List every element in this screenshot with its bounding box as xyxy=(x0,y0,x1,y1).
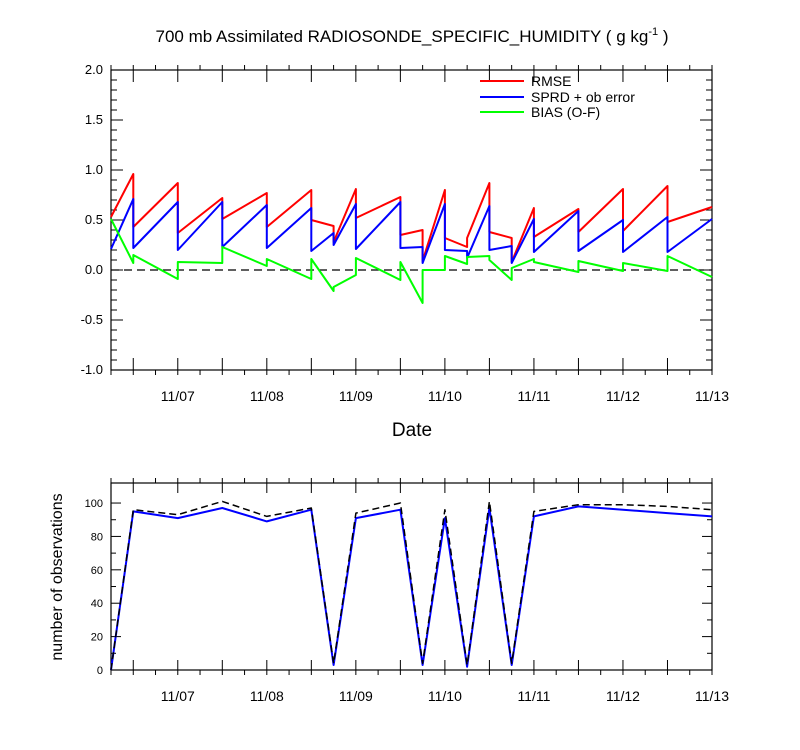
observations-chart: 0 20 40 60 80 100 11/07 11/08 11/09 11/10 11/11 11/… xyxy=(49,478,729,704)
series-line-rmse xyxy=(110,173,713,263)
series-line-solid xyxy=(110,505,713,671)
x-tick-label: 11/13 xyxy=(695,688,729,704)
title-close: ) xyxy=(658,27,668,46)
x-tick-label: 11/09 xyxy=(339,688,373,704)
x-tick-label: 11/07 xyxy=(161,388,195,404)
bottom-plot-area: 0 20 40 60 80 100 11/07 11/08 11/09 11/10 11/11 11/… xyxy=(85,478,729,704)
legend-label-bias: BIAS (O-F) xyxy=(531,104,600,120)
series-line-bias-o-f xyxy=(110,218,713,304)
x-tick-label: 11/10 xyxy=(428,688,462,704)
y-tick-label: 0 xyxy=(97,665,103,677)
rmse-chart: 700 mb Assimilated RADIOSONDE_SPECIFIC_H… xyxy=(81,26,730,441)
x-tick-label: 11/07 xyxy=(161,688,195,704)
y-tick-label: 0.0 xyxy=(85,262,103,277)
x-tick-label: 11/10 xyxy=(428,388,462,404)
series-line-sprd-ob-error xyxy=(110,198,713,264)
legend-label-rmse: RMSE xyxy=(531,73,571,89)
legend-label-sprd: SPRD + ob error xyxy=(531,89,635,105)
y-tick-label: 80 xyxy=(91,531,103,543)
x-tick-label: 11/11 xyxy=(517,688,550,704)
top-plot-area: -1.0 -0.5 0.0 0.5 1.0 1.5 2.0 11/07 11/08 11/09 11… xyxy=(81,62,730,404)
y-tick-label: 40 xyxy=(91,598,103,610)
y-tick-label: 60 xyxy=(91,565,103,577)
legend: RMSE SPRD + ob error BIAS (O-F) xyxy=(480,73,635,120)
y-tick-label: 20 xyxy=(91,632,103,644)
y-tick-label: -0.5 xyxy=(81,312,103,327)
y-tick-label: 2.0 xyxy=(85,62,103,77)
x-tick-label: 11/12 xyxy=(606,388,640,404)
x-tick-label: 11/08 xyxy=(250,688,284,704)
chart-title: 700 mb Assimilated RADIOSONDE_SPECIFIC_H… xyxy=(156,26,669,46)
x-tick-label: 11/08 xyxy=(250,388,284,404)
x-tick-label: 11/12 xyxy=(606,688,640,704)
x-tick-label: 11/09 xyxy=(339,388,373,404)
y-tick-label: 1.5 xyxy=(85,112,103,127)
y-axis-label: number of observations xyxy=(49,493,66,660)
plot-frame xyxy=(110,482,713,671)
x-axis-label: Date xyxy=(392,420,432,441)
y-tick-label: -1.0 xyxy=(81,362,103,377)
title-units-exponent: -1 xyxy=(648,26,658,38)
x-tick-label: 11/13 xyxy=(695,388,729,404)
y-tick-label: 100 xyxy=(85,498,103,510)
x-tick-label: 11/11 xyxy=(517,388,550,404)
y-tick-label: 1.0 xyxy=(85,162,103,177)
series-line-dashed xyxy=(110,500,713,671)
y-tick-label: 0.5 xyxy=(85,212,103,227)
